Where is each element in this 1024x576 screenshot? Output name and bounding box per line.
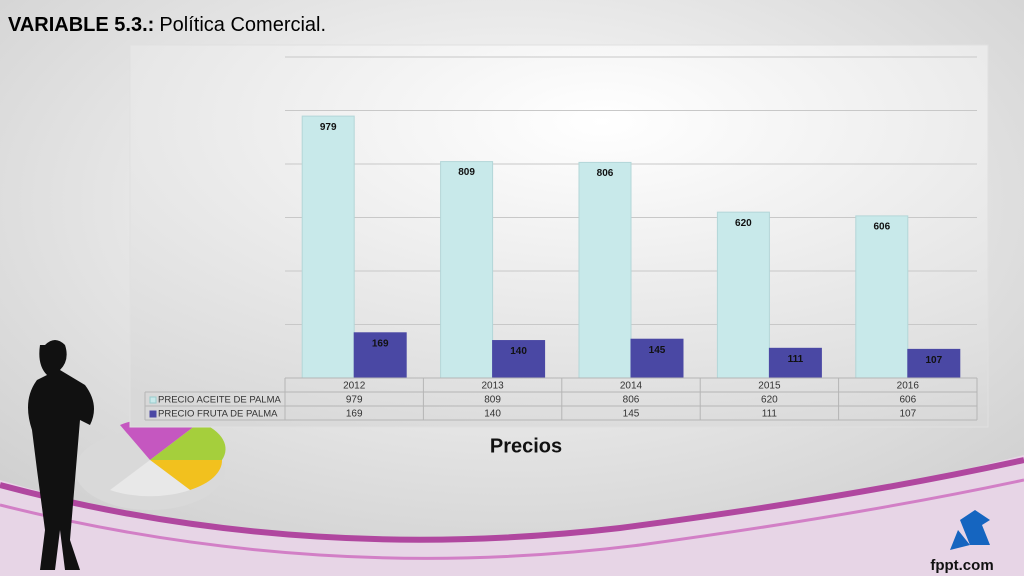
bar <box>353 332 407 379</box>
slide-title-label: VARIABLE 5.3.: <box>8 14 154 36</box>
table-value: 806 <box>623 395 640 406</box>
bar <box>768 347 822 379</box>
data-label: 606 <box>873 222 890 233</box>
table-value: 979 <box>346 395 363 406</box>
data-label: 145 <box>649 345 666 356</box>
data-label: 169 <box>372 338 389 349</box>
bar <box>630 338 684 379</box>
x-tick-label: 2016 <box>897 381 920 392</box>
table-value: 620 <box>761 395 778 406</box>
x-tick-label: 2012 <box>343 381 366 392</box>
chart: 979 169 809 140 806 145 620 111 606 107 2012 2013 20… <box>144 56 978 421</box>
legend-swatch <box>149 410 157 418</box>
table-value: 145 <box>623 409 640 420</box>
data-label: 107 <box>925 355 942 366</box>
legend-label: PRECIO ACEITE DE PALMA <box>158 395 281 406</box>
chart-panel <box>129 44 989 428</box>
footer: fppt.com <box>930 557 993 574</box>
bar <box>578 161 632 379</box>
data-label: 979 <box>320 122 337 133</box>
table-value: 107 <box>899 409 916 420</box>
data-label: 620 <box>735 218 752 229</box>
bar <box>301 115 355 379</box>
slide-title: VARIABLE 5.3.: Política Comercial. <box>8 14 326 36</box>
bar <box>855 215 909 379</box>
table-value: 140 <box>484 409 501 420</box>
x-tick-label: 2014 <box>620 381 643 392</box>
x-tick-label: 2013 <box>481 381 504 392</box>
data-label: 809 <box>458 167 475 178</box>
x-tick-label: 2015 <box>758 381 781 392</box>
table-value: 606 <box>899 395 916 406</box>
bar <box>716 211 770 379</box>
decoration <box>0 340 1024 576</box>
chart-title: Precios <box>490 435 562 457</box>
bar <box>440 161 494 379</box>
legend-label: PRECIO FRUTA DE PALMA <box>158 409 278 420</box>
table-value: 809 <box>484 395 501 406</box>
table-value: 111 <box>762 409 778 420</box>
data-label: 806 <box>597 168 614 179</box>
slide-title-text: Política Comercial. <box>159 14 326 36</box>
data-label: 111 <box>788 354 804 365</box>
table-value: 169 <box>346 409 363 420</box>
legend-swatch <box>149 396 157 404</box>
data-label: 140 <box>510 346 527 357</box>
